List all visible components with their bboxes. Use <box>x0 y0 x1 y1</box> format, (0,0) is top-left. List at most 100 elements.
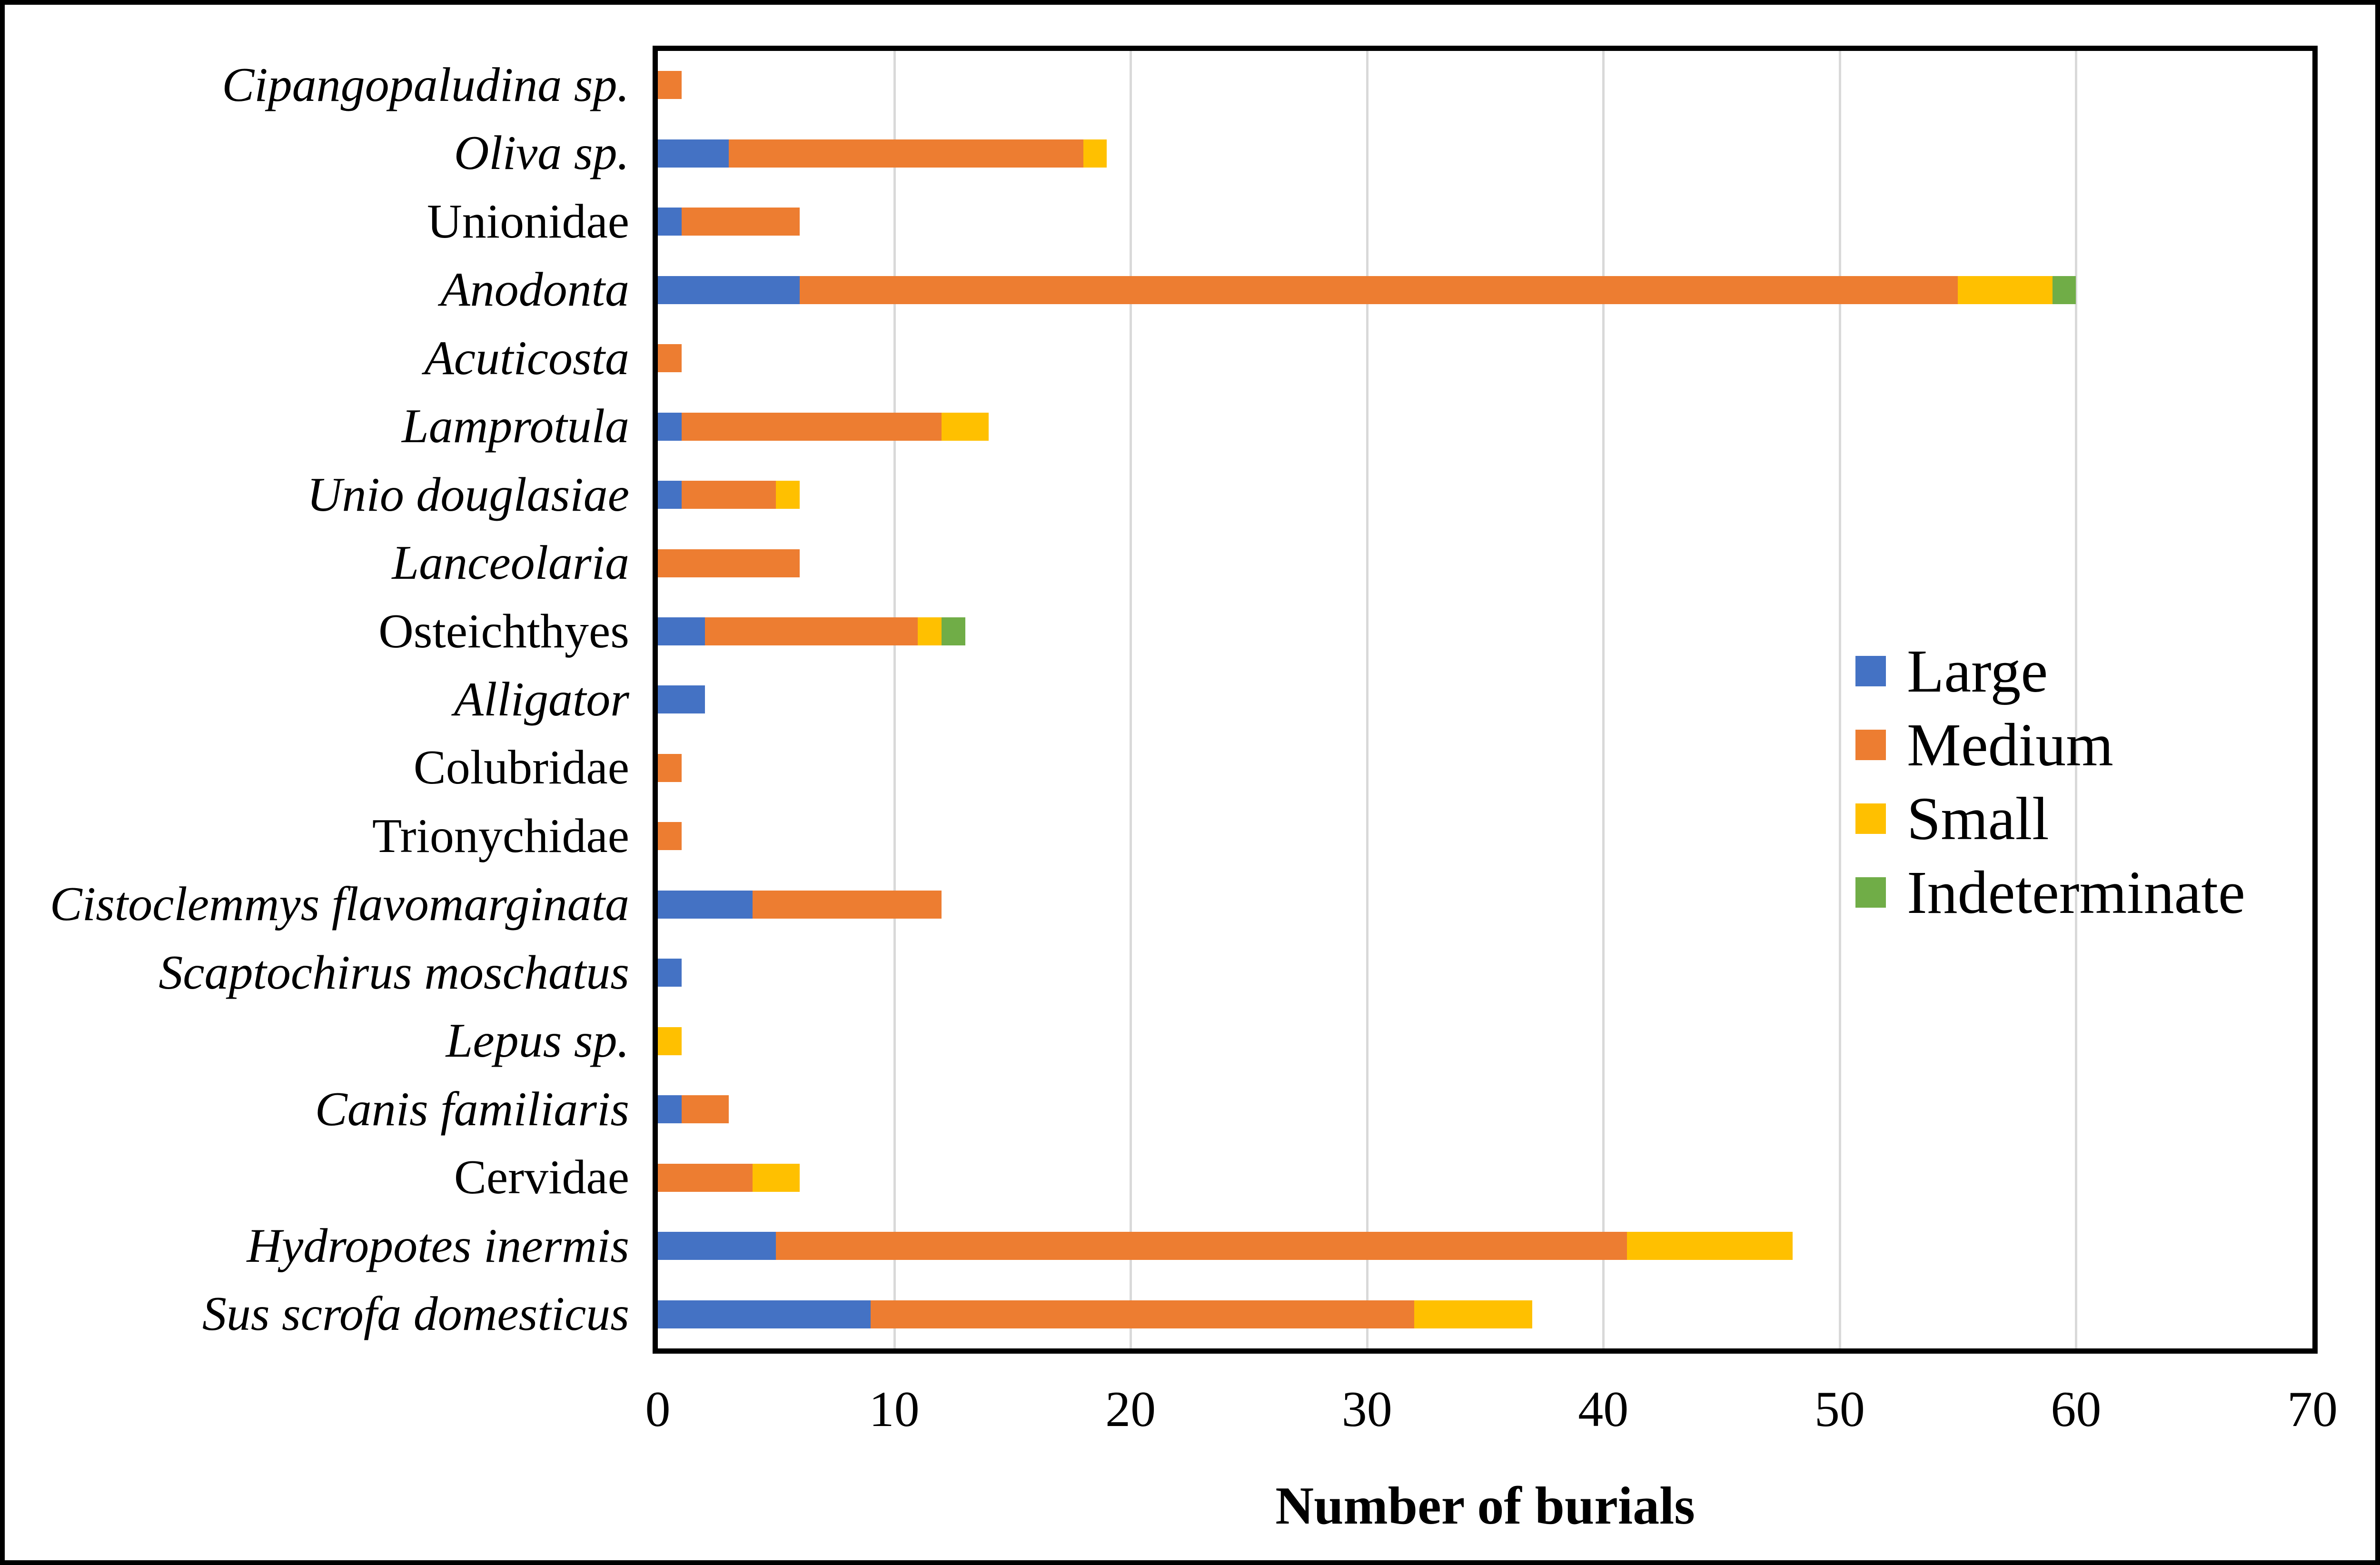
bar-segment-medium <box>776 1232 1627 1260</box>
x-tick-label: 40 <box>1578 1381 1629 1437</box>
bar-segment-medium <box>870 1300 1415 1328</box>
bar-segment-large <box>658 276 800 304</box>
category-label: Lepus sp. <box>446 1014 629 1068</box>
bar-segment-medium <box>658 1163 753 1192</box>
stacked-bar <box>658 1300 1533 1328</box>
x-tick-label: 50 <box>1814 1381 1865 1437</box>
bar-segment-large <box>658 1232 776 1260</box>
bar-row <box>658 529 2312 597</box>
stacked-bar <box>658 549 800 577</box>
bar-segment-indeterminate <box>2052 276 2076 304</box>
bar-segment-small <box>752 1163 800 1192</box>
stacked-bar <box>658 481 800 509</box>
x-tick-label: 60 <box>2051 1381 2102 1437</box>
category-label: Colubridae <box>413 741 629 795</box>
bar-segment-large <box>658 1300 871 1328</box>
stacked-bar <box>658 276 2076 304</box>
bar-segment-medium <box>658 344 682 373</box>
stacked-bar <box>658 890 942 919</box>
bar-segment-large <box>658 139 729 168</box>
gridline-20 <box>1130 51 1132 1348</box>
bar-segment-medium <box>799 276 1958 304</box>
bar-row <box>658 1144 2312 1212</box>
x-axis-tick-labels: 0 10 20 30 40 50 60 70 <box>5 1384 2375 1446</box>
bar-segment-large <box>658 890 753 919</box>
stacked-bar <box>658 1232 1793 1260</box>
bar-row <box>658 51 2312 119</box>
bar-segment-small <box>941 412 989 441</box>
stacked-bar <box>658 344 682 373</box>
x-axis-title: Number of burials <box>1275 1476 1695 1535</box>
bar-row <box>658 734 2312 802</box>
bar-segment-indeterminate <box>941 617 965 646</box>
bar-row <box>658 597 2312 665</box>
category-label: Alligator <box>454 672 629 726</box>
category-label: Cipangopaludina sp. <box>222 58 629 112</box>
bar-segment-medium <box>658 753 682 782</box>
bar-row <box>658 1212 2312 1280</box>
category-label: Unionidae <box>427 194 629 248</box>
legend-label: Small <box>1907 784 2049 852</box>
gridline-60 <box>2075 51 2078 1348</box>
bar-row <box>658 324 2312 392</box>
bar-segment-medium <box>681 1095 729 1124</box>
legend-swatch-indeterminate <box>1855 877 1886 908</box>
legend: Large Medium Small Indeterminate <box>1855 634 2245 929</box>
bar-row <box>658 119 2312 187</box>
stacked-bar <box>658 412 989 441</box>
bar-row <box>658 461 2312 529</box>
category-label: Cistoclemmys flavomarginata <box>50 877 629 931</box>
bar-segment-small <box>776 481 800 509</box>
stacked-bar <box>658 1027 682 1055</box>
gridline-30 <box>1366 51 1368 1348</box>
bar-segment-small <box>1414 1300 1533 1328</box>
legend-label: Indeterminate <box>1907 858 2245 926</box>
stacked-bar <box>658 208 800 236</box>
gridline-10 <box>893 51 896 1348</box>
bar-segment-small <box>1958 276 2053 304</box>
bar-segment-large <box>658 208 682 236</box>
x-tick-label: 0 <box>645 1381 671 1437</box>
legend-swatch-large <box>1855 655 1886 686</box>
category-label: Cervidae <box>454 1150 629 1205</box>
legend-item-large: Large <box>1855 634 2245 708</box>
bar-segment-large <box>658 1095 682 1124</box>
category-label: Oliva sp. <box>454 126 629 180</box>
category-label: Trionychidae <box>372 809 629 863</box>
category-label: Anodonta <box>440 263 629 317</box>
bar-segment-medium <box>728 139 1083 168</box>
legend-item-small: Small <box>1855 782 2245 855</box>
category-label: Lamprotula <box>402 399 629 454</box>
bar-segment-medium <box>658 822 682 851</box>
legend-label: Medium <box>1907 711 2113 779</box>
stacked-bar <box>658 685 705 714</box>
bar-segment-medium <box>752 890 942 919</box>
legend-swatch-medium <box>1855 729 1886 760</box>
category-label: Osteichthyes <box>378 604 629 658</box>
category-label: Sus scrofa domesticus <box>202 1287 629 1341</box>
gridline-50 <box>1838 51 1841 1348</box>
bar-row <box>658 871 2312 939</box>
bar-segment-small <box>658 1027 682 1055</box>
stacked-bar <box>658 1163 800 1192</box>
x-tick-label: 70 <box>2287 1381 2338 1437</box>
category-label: Scaptochirus moschatus <box>159 945 629 1000</box>
stacked-bar <box>658 617 965 646</box>
category-label: Acuticosta <box>424 331 629 385</box>
bar-segment-small <box>918 617 942 646</box>
stacked-bar <box>658 139 1107 168</box>
bar-row <box>658 1280 2312 1348</box>
bar-segment-large <box>658 685 705 714</box>
bar-segment-medium <box>658 71 682 99</box>
bar-row <box>658 392 2312 460</box>
legend-swatch-small <box>1855 803 1886 834</box>
bar-row <box>658 256 2312 324</box>
bar-segment-large <box>658 412 682 441</box>
category-label: Hydropotes inermis <box>247 1218 629 1273</box>
stacked-bar <box>658 1095 729 1124</box>
bar-row <box>658 1075 2312 1143</box>
bar-row <box>658 1007 2312 1075</box>
bar-segment-large <box>658 959 682 987</box>
gridline-40 <box>1602 51 1605 1348</box>
